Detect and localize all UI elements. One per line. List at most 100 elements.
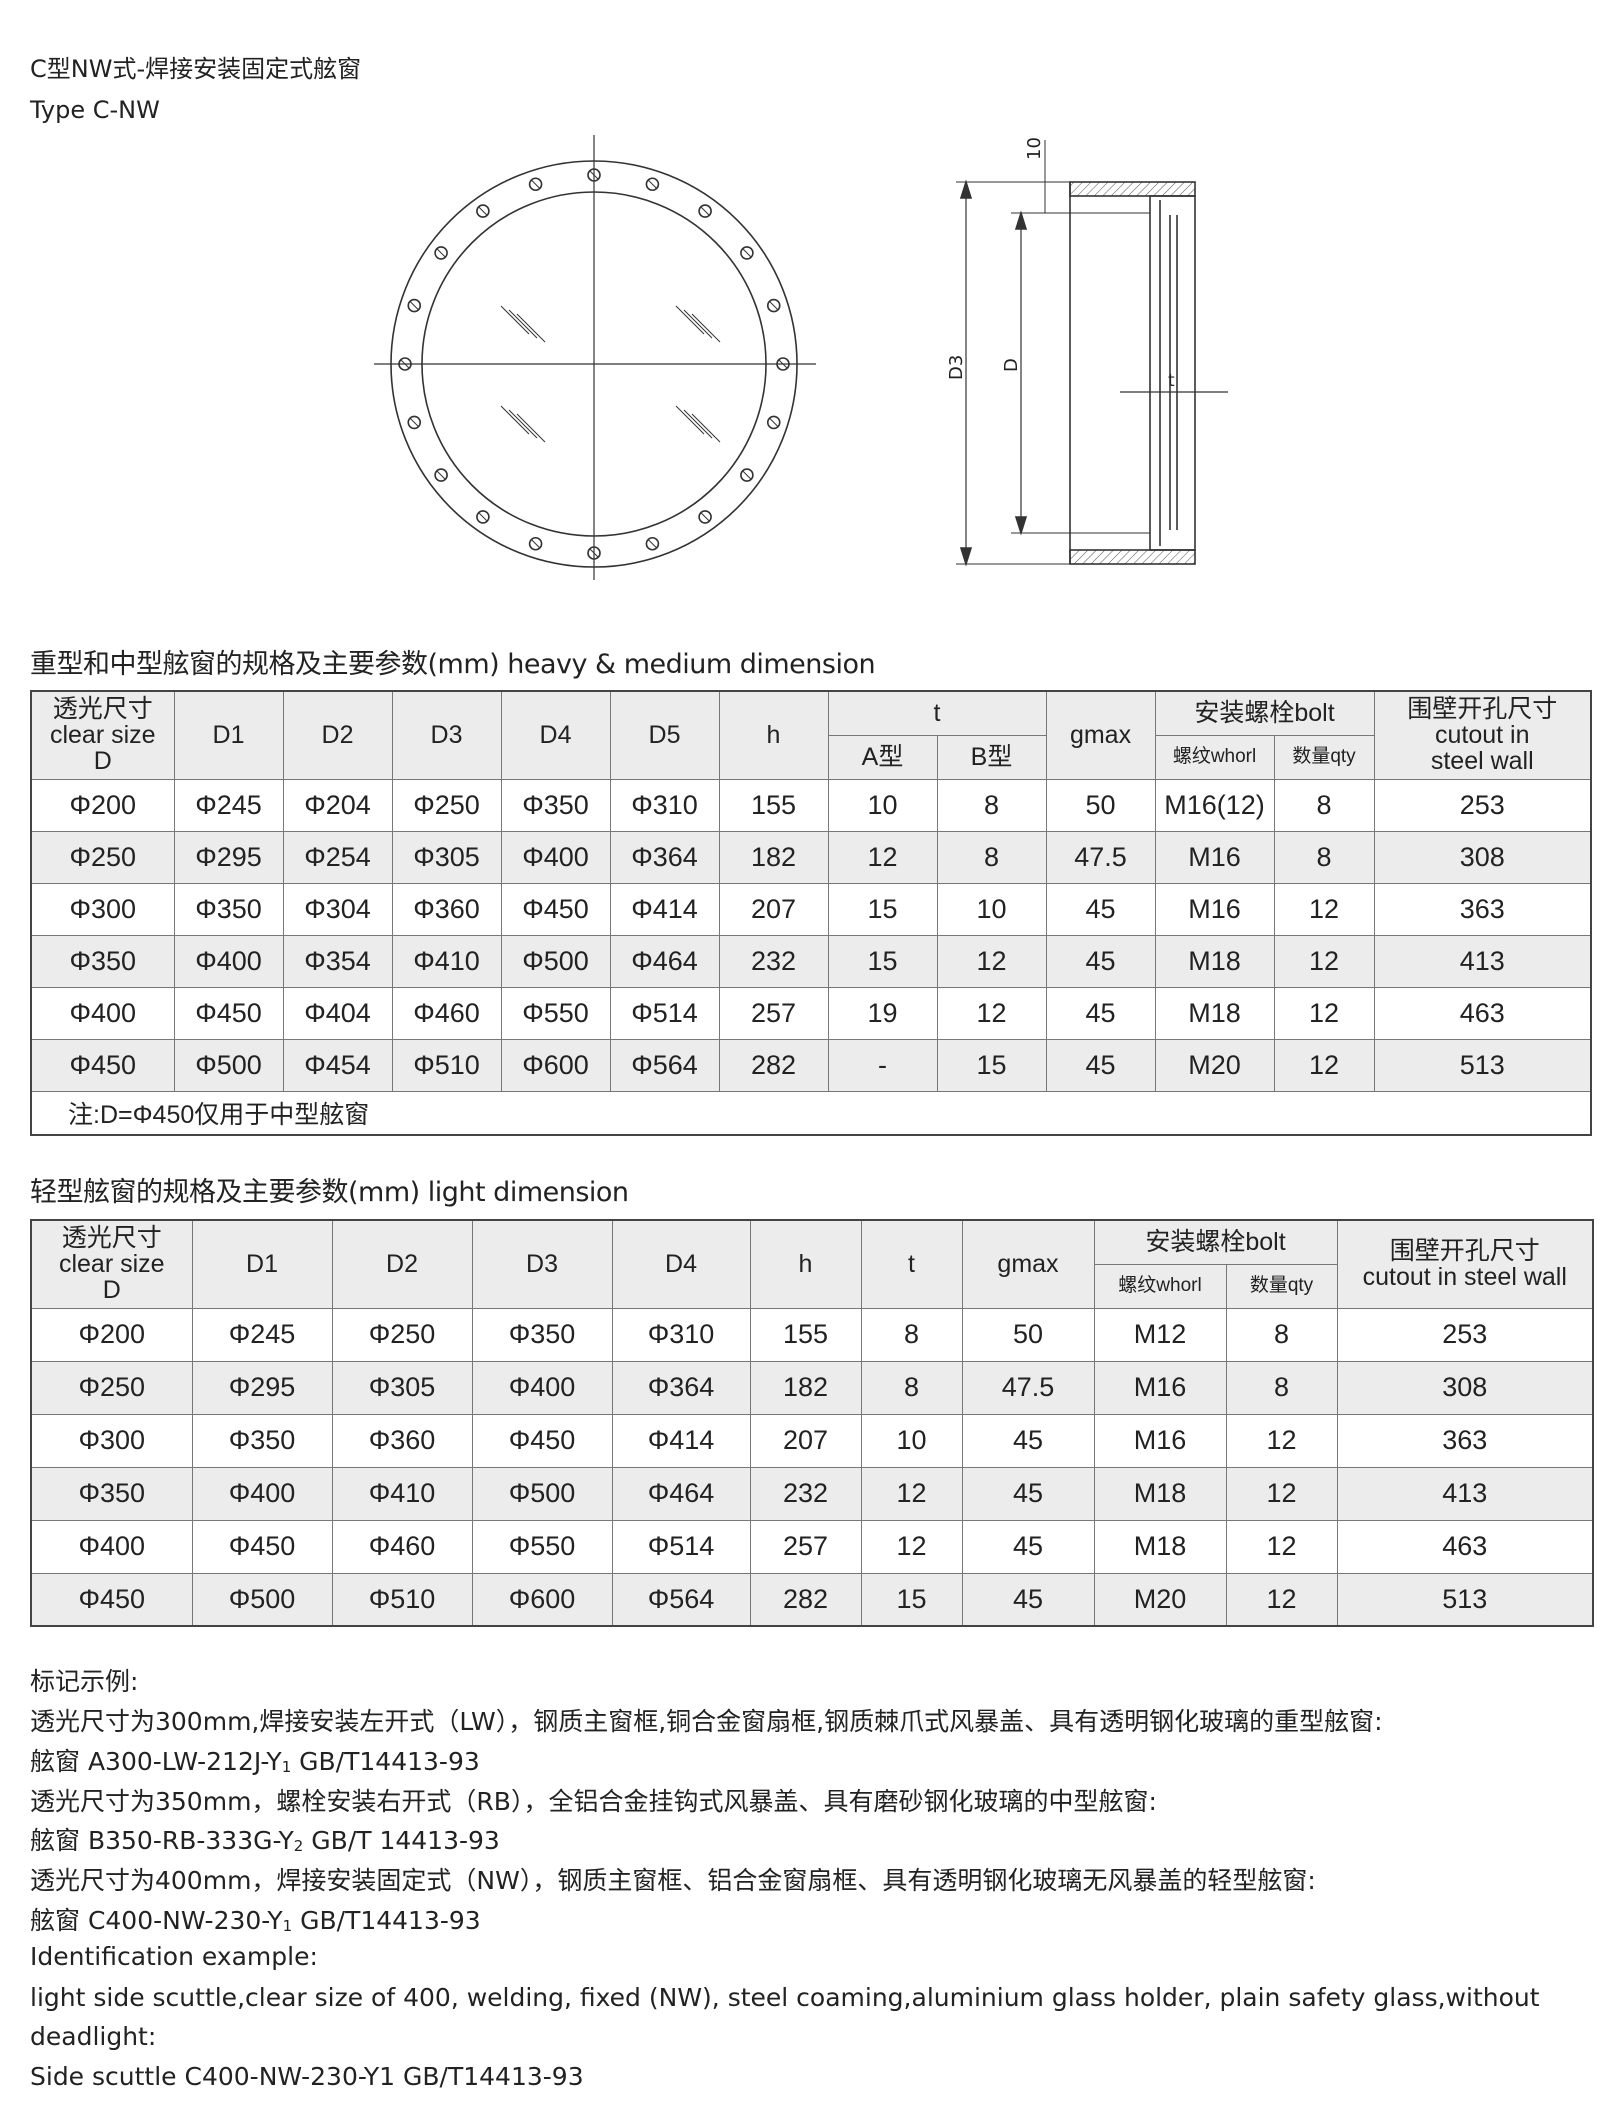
example-en-line-2: deadlight: [30, 2022, 157, 2051]
glass-hatch [516, 413, 546, 443]
table-cell: Φ410 [331, 1466, 473, 1521]
bolt-icon [645, 536, 660, 551]
table-cell: 10 [936, 882, 1047, 936]
light-heading: 轻型舷窗的规格及主要参数(mm) light dimension [30, 1177, 629, 1208]
table-cell: Φ310 [609, 778, 720, 832]
table-cell: - [827, 1038, 938, 1092]
table-cell: M16 [1093, 1413, 1227, 1468]
table-cell: Φ414 [609, 882, 720, 936]
table-cell: Φ245 [173, 778, 284, 832]
table-cell: Φ350 [500, 778, 611, 832]
example-label-en: Identification example: [30, 1942, 318, 1971]
side-view [956, 140, 1228, 567]
title-cn: C型NW式-焊接安装固定式舷窗 [30, 55, 362, 83]
table-cell: 15 [936, 1038, 1047, 1092]
table-cell: Φ204 [282, 778, 393, 832]
table-cell: 253 [1336, 1307, 1594, 1362]
table-cell: 45 [1045, 934, 1156, 988]
table-row: Φ200 Φ245 Φ204 Φ250 Φ350 Φ310 155 10 8 50 M16(12) 8… [30, 778, 1592, 832]
col-whorl: 螺纹whorl [1154, 734, 1275, 780]
table-cell: Φ300 [30, 1413, 193, 1468]
heavy-heading: 重型和中型舷窗的规格及主要参数(mm) heavy & medium dimen… [30, 649, 876, 680]
bolt-icon [766, 298, 781, 313]
table-cell: 10 [827, 778, 938, 832]
note-row: 注:D=Φ450仅用于中型舷窗 [30, 1090, 1592, 1136]
table-cell: 413 [1373, 934, 1592, 988]
col-qty: 数量qty [1273, 734, 1375, 780]
table-cell: 513 [1336, 1572, 1594, 1627]
label-D: D [1001, 358, 1022, 372]
glass-hatch [516, 313, 546, 343]
bolt-icon [434, 468, 448, 482]
table-row: Φ250 Φ295 Φ305 Φ400 Φ364 182 8 47.5 M16 8 308 [30, 1360, 1594, 1415]
glass-hatch [675, 305, 705, 335]
table-cell: 12 [1225, 1519, 1338, 1574]
example-code-1: 舷窗 A300-LW-212J-Y1 GB/T14413-93 [30, 1747, 480, 1776]
bolt-icon [698, 510, 712, 524]
table-cell: 45 [1045, 882, 1156, 936]
col-d4: D4 [611, 1219, 751, 1309]
col-t-b: B型 [936, 734, 1047, 780]
table-cell: 12 [1273, 934, 1375, 988]
col-gmax: gmax [1045, 690, 1156, 780]
example-line-1: 透光尺寸为300mm,焊接安装左开式（LW），钢质主窗框,铜合金窗扇框,钢质棘爪… [30, 1707, 1383, 1736]
table-cell: M18 [1154, 934, 1275, 988]
table-cell: 45 [961, 1572, 1095, 1627]
table-cell: Φ254 [282, 830, 393, 884]
glass-hatch [683, 409, 713, 439]
col-bolt: 安装螺栓bolt [1154, 690, 1375, 736]
title-en: Type C-NW [30, 96, 160, 124]
table-cell: Φ350 [471, 1307, 613, 1362]
table-cell: Φ360 [391, 882, 502, 936]
table-cell: 207 [749, 1413, 862, 1468]
col-cutout: 围壁开孔尺寸 cutout in steel wall [1336, 1219, 1594, 1309]
table-cell: 47.5 [961, 1360, 1095, 1415]
table-cell: Φ500 [173, 1038, 284, 1092]
table-cell: Φ305 [391, 830, 502, 884]
table-cell: Φ350 [191, 1413, 333, 1468]
table-cell: Φ295 [191, 1360, 333, 1415]
bolt-icon [698, 204, 712, 218]
table-cell: 282 [749, 1572, 862, 1627]
table-cell: Φ410 [391, 934, 502, 988]
table-cell: Φ450 [191, 1519, 333, 1574]
table-row: Φ300 Φ350 Φ360 Φ450 Φ414 207 10 45 M16 12 363 [30, 1413, 1594, 1468]
table-cell: 12 [827, 830, 938, 884]
table-cell: Φ360 [331, 1413, 473, 1468]
col-d4: D4 [500, 690, 611, 780]
table-cell: 45 [1045, 1038, 1156, 1092]
table-cell: 12 [1273, 986, 1375, 1040]
table-cell: Φ400 [471, 1360, 613, 1415]
table-cell: Φ400 [191, 1466, 333, 1521]
table-cell: Φ305 [331, 1360, 473, 1415]
header-row: 透光尺寸 clear size D D1 D2 D3 D4 h t gmax 安装螺… [30, 1219, 1594, 1309]
table-cell: Φ414 [611, 1413, 751, 1468]
table-cell: M16 [1154, 882, 1275, 936]
label-t: t [1168, 371, 1175, 391]
table-cell: Φ350 [30, 934, 175, 988]
table-cell: 363 [1336, 1413, 1594, 1468]
table-cell: 8 [1273, 830, 1375, 884]
example-code-2: 舷窗 B350-RB-333G-Y2 GB/T 14413-93 [30, 1826, 500, 1855]
table-row: Φ450 Φ500 Φ510 Φ600 Φ564 282 15 45 M20 12 513 [30, 1572, 1594, 1627]
table-cell: Φ550 [500, 986, 611, 1040]
table-cell: Φ350 [30, 1466, 193, 1521]
table-cell: M16 [1154, 830, 1275, 884]
table-cell: 50 [1045, 778, 1156, 832]
table-row: Φ400 Φ450 Φ404 Φ460 Φ550 Φ514 257 19 12 45 M18 12 46… [30, 986, 1592, 1040]
table-cell: 12 [1225, 1572, 1338, 1627]
table-cell: Φ400 [30, 1519, 193, 1574]
glass-hatch [691, 413, 721, 443]
table-cell: Φ295 [173, 830, 284, 884]
glass-hatch [500, 305, 530, 335]
label-10: 10 [1024, 137, 1045, 160]
bolt-icon [476, 204, 490, 218]
table-cell: 413 [1336, 1466, 1594, 1521]
col-whorl: 螺纹whorl [1093, 1263, 1227, 1309]
table-cell: Φ300 [30, 882, 175, 936]
table-row: Φ450 Φ500 Φ454 Φ510 Φ600 Φ564 282-15 45 M20 12 513 [30, 1038, 1592, 1092]
label-D3: D3 [946, 355, 967, 380]
table-cell: 282 [718, 1038, 829, 1092]
table-cell: 45 [1045, 986, 1156, 1040]
table-cell: Φ250 [391, 778, 502, 832]
